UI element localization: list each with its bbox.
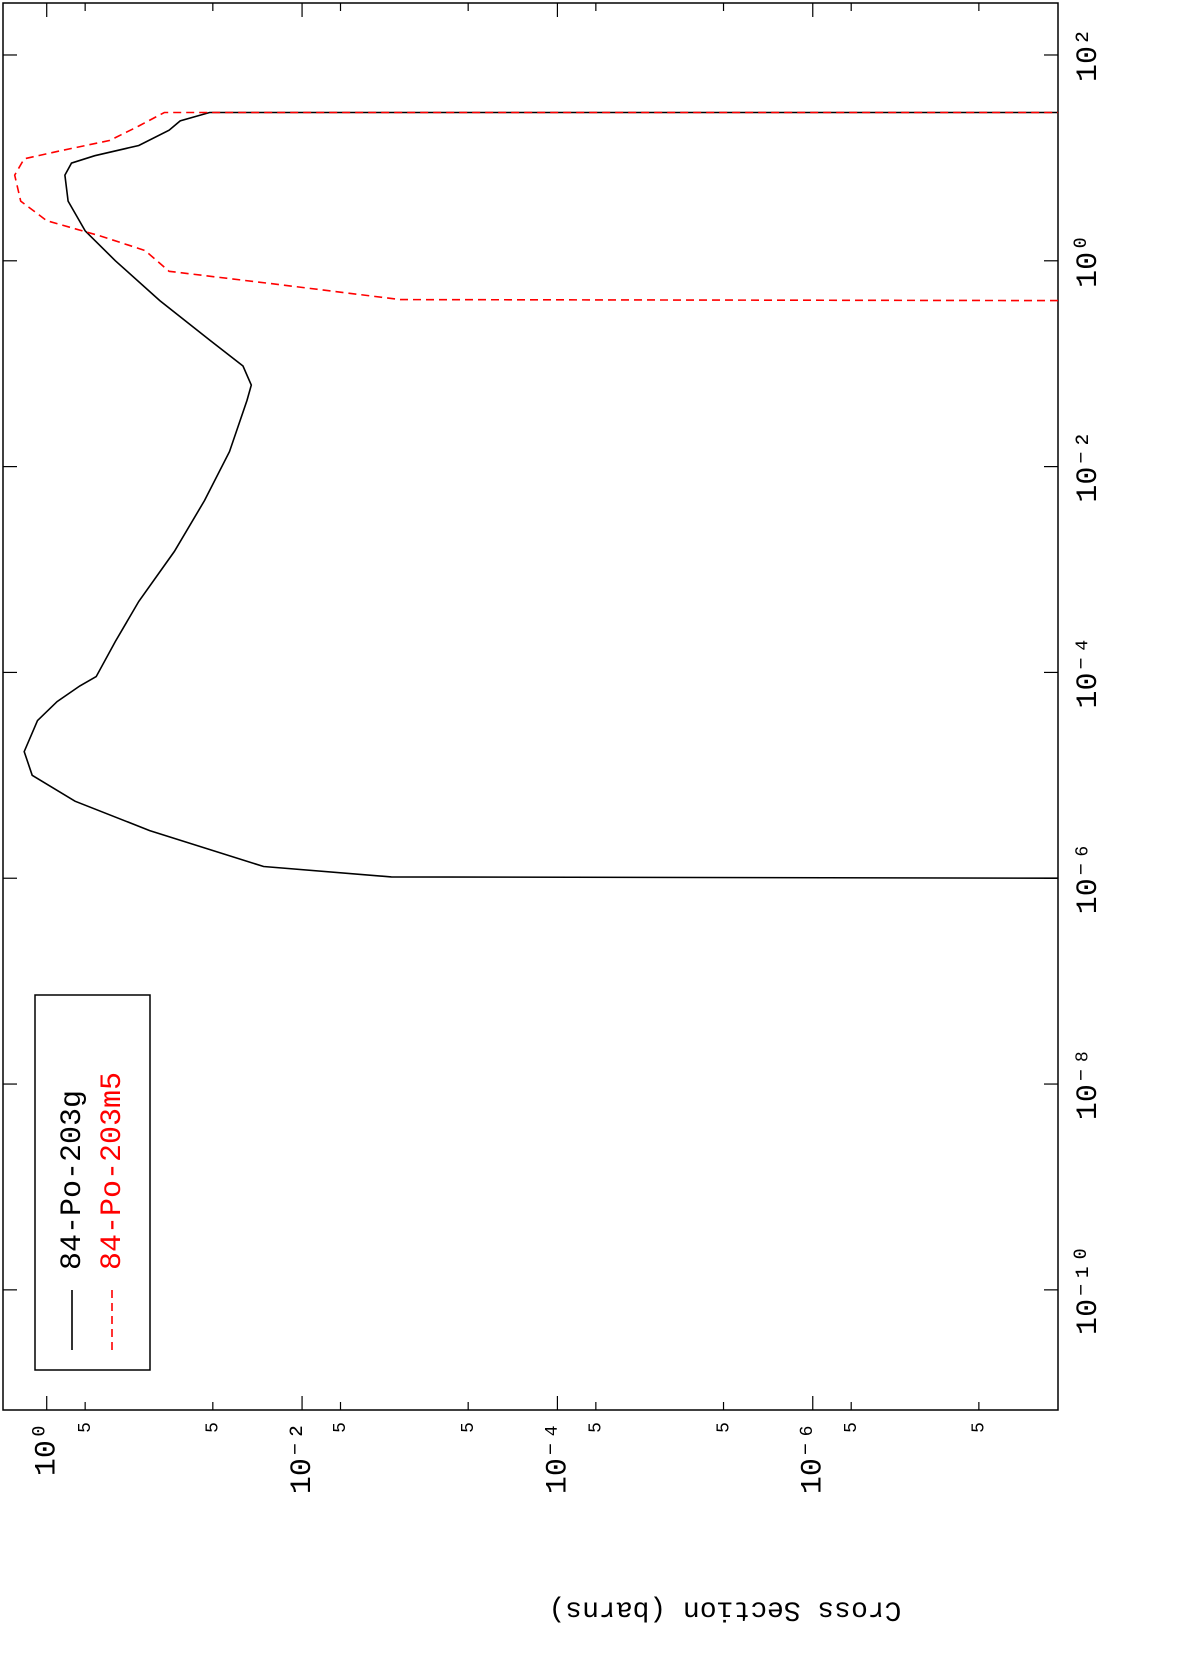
rotated-plot: Cross Section (barns) 10⁻¹⁰ 10⁻⁸ 10⁻⁶ 10⁻⁴ 1… <box>2 2 1106 1625</box>
x-tick-label: 10⁻² <box>1072 431 1106 503</box>
x-tick-label: 10⁻¹⁰ <box>1072 1245 1106 1335</box>
y-tick-label: 5 <box>970 1422 990 1433</box>
data-line <box>23 111 1059 879</box>
plot-frame <box>2 2 1059 1411</box>
y-tick-label: 5 <box>842 1422 862 1433</box>
x-tick-label: 10⁻⁶ <box>1072 842 1106 914</box>
legend-label: 84-Po-203g <box>56 1090 90 1270</box>
x-tick-label: 10² <box>1072 28 1106 82</box>
legend-box <box>34 994 151 1371</box>
y-tick-label: 5 <box>204 1422 224 1433</box>
y-tick-label: 5 <box>459 1422 479 1433</box>
x-tick-label: 10⁰ <box>1072 234 1106 288</box>
data-line <box>13 111 1059 302</box>
y-tick-label: 10⁻⁴ <box>541 1422 575 1494</box>
legend-label: 84-Po-203m5 <box>96 1072 130 1270</box>
y-tick-label: 10⁻² <box>286 1422 320 1494</box>
y-axis-label: Cross Section (barns) <box>549 1594 902 1625</box>
y-tick-label: 5 <box>714 1422 734 1433</box>
y-tick-label: 10⁻⁶ <box>797 1422 831 1494</box>
y-tick-label: 5 <box>587 1422 607 1433</box>
y-tick-label: 5 <box>331 1422 351 1433</box>
x-tick-label: 10⁻⁸ <box>1072 1048 1106 1120</box>
x-tick-label: 10⁻⁴ <box>1072 636 1106 708</box>
y-tick-label: 10⁰ <box>31 1422 65 1476</box>
y-tick-label: 5 <box>76 1422 96 1433</box>
